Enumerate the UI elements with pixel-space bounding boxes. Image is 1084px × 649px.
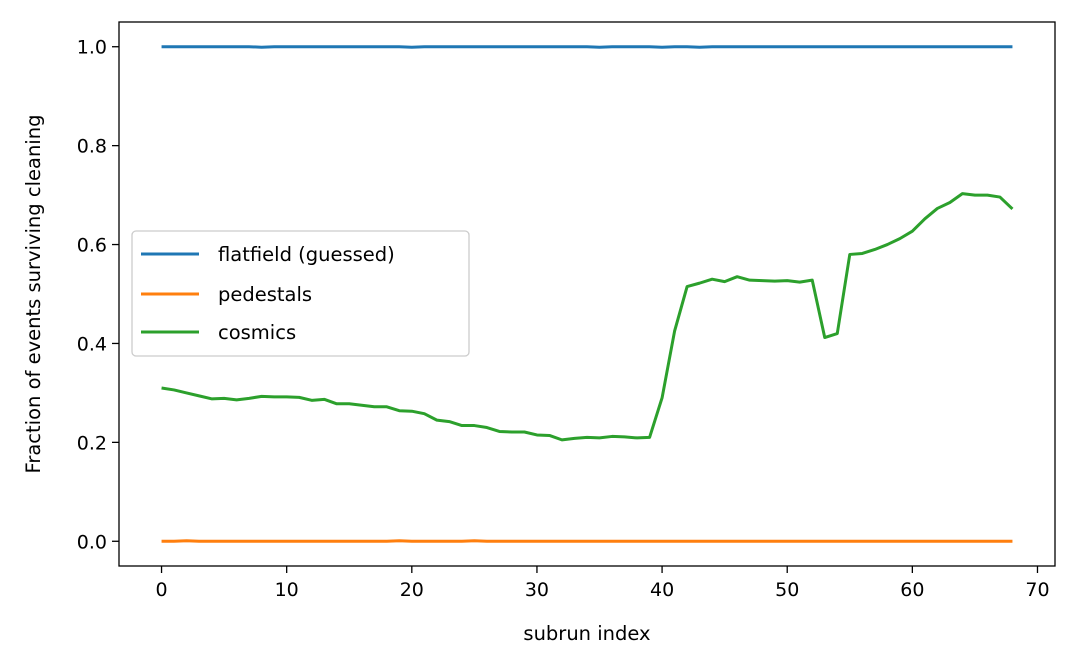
x-tick-label: 50 — [775, 579, 799, 601]
y-tick-label: 0.2 — [77, 432, 107, 454]
series-line-cosmics — [161, 192, 1014, 442]
x-tick-label: 70 — [1025, 579, 1049, 601]
x-tick-label: 60 — [900, 579, 924, 601]
x-tick-label: 40 — [650, 579, 674, 601]
y-tick-label: 0.8 — [77, 136, 107, 158]
legend-label-cosmics: cosmics — [218, 321, 296, 344]
x-axis-title: subrun index — [523, 622, 650, 645]
legend: flatfield (guessed) pedestals cosmics — [131, 230, 470, 357]
legend-label-pedestals: pedestals — [218, 283, 312, 306]
legend-label-flatfield: flatfield (guessed) — [218, 243, 395, 266]
legend-frame — [131, 230, 470, 357]
y-tick-label: 0.6 — [77, 235, 107, 257]
x-tick-label: 30 — [525, 579, 549, 601]
y-axis: 0.0 0.2 0.4 0.6 0.8 1.0 — [77, 37, 119, 553]
y-tick-label: 0.4 — [77, 333, 107, 355]
y-tick-label: 0.0 — [77, 531, 107, 553]
x-tick-label: 0 — [155, 579, 167, 601]
y-tick-label: 1.0 — [77, 37, 107, 59]
y-axis-title: Fraction of events surviving cleaning — [22, 115, 45, 474]
x-tick-label: 10 — [275, 579, 299, 601]
plot-frame — [118, 21, 1056, 567]
x-axis: 0 10 20 30 40 50 60 70 — [155, 566, 1050, 601]
x-tick-label: 20 — [400, 579, 424, 601]
series-layer — [161, 45, 1014, 543]
